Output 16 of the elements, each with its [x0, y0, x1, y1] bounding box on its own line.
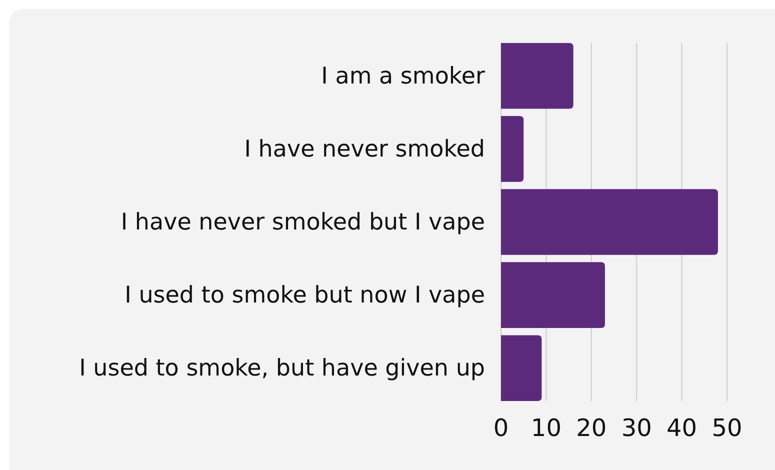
bar: [501, 43, 574, 109]
bar: [501, 116, 524, 182]
x-tick-label: 10: [530, 414, 562, 442]
x-tick-label: 0: [493, 414, 509, 442]
y-tick-label: I used to smoke, but have given up: [79, 355, 485, 382]
x-tick-label: 50: [712, 414, 742, 442]
y-tick-label: I used to smoke but now I vape: [124, 282, 485, 308]
y-tick-label: I have never smoked but I vape: [120, 209, 485, 236]
bar: [501, 335, 542, 401]
x-tick-label: 30: [621, 414, 652, 442]
x-tick-label: 20: [576, 414, 607, 442]
y-tick-label: I have never smoked: [244, 136, 485, 162]
x-tick-label: 40: [666, 414, 698, 442]
bar: [501, 262, 605, 328]
y-tick-label: I am a smoker: [321, 63, 486, 90]
bar: [501, 189, 718, 255]
